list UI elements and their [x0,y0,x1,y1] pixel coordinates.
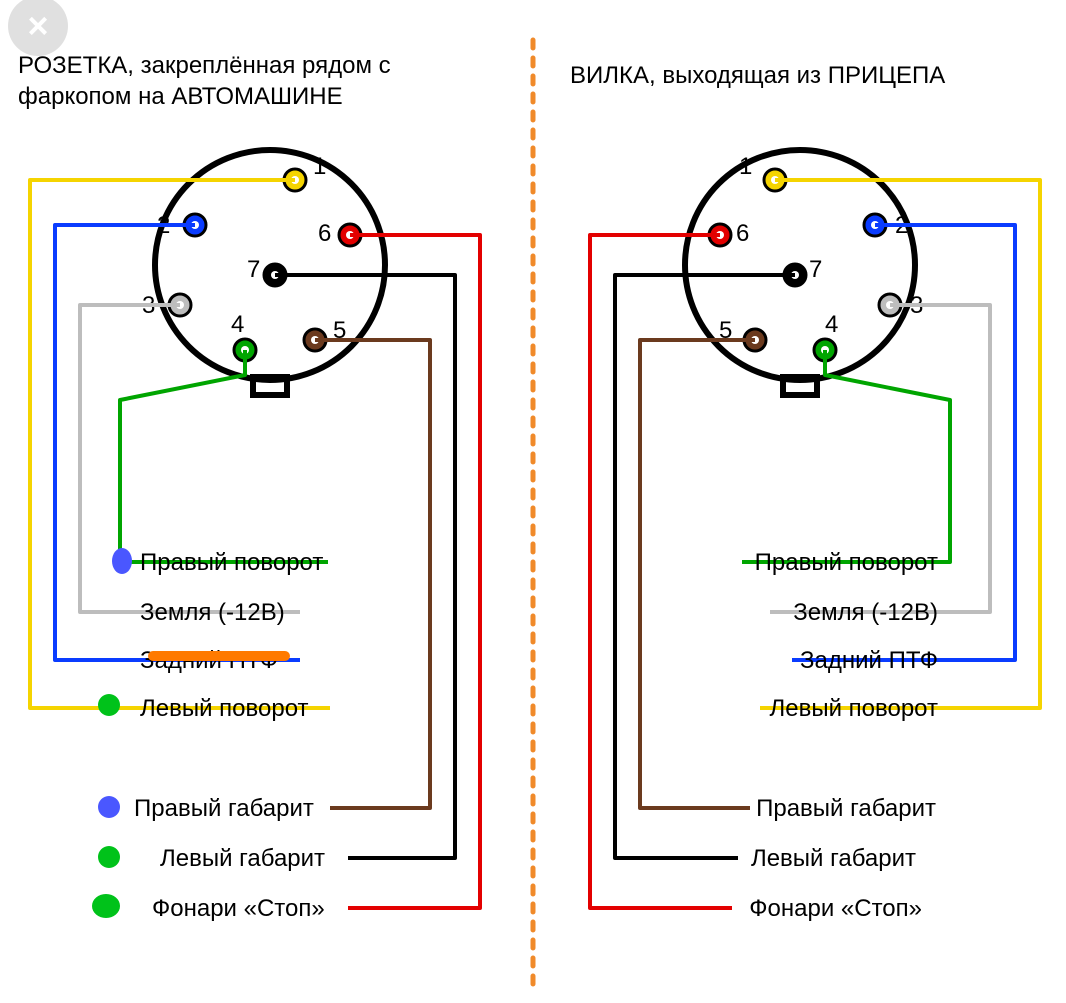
label-1: Земля (-12В) [140,599,285,626]
connector-notch [253,377,287,395]
wire-green [120,350,328,562]
wire-green [742,350,950,562]
label-3: Левый поворот [140,695,309,722]
annotation-blob [112,548,132,574]
annotation-blob [98,846,120,868]
annotation-blob [98,694,120,716]
wire-blue [55,225,300,660]
annotation-blob [98,796,120,818]
pin-4-number: 4 [231,311,244,338]
title-plug: ВИЛКА, выходящая из ПРИЦЕПА [570,60,1040,91]
wire-brown [315,340,430,808]
label-5: Левый габарит [751,845,916,872]
wire-brown [640,340,755,808]
pin-4-number: 4 [825,311,838,338]
label-4: Правый габарит [134,795,314,822]
label-6: Фонари «Стоп» [152,895,325,922]
wiring-diagram: 1234567Правый поворотЗемля (-12В)Задний … [0,0,1066,1003]
pin-6-number: 6 [318,220,331,247]
label-4: Правый габарит [756,795,936,822]
pin-1-number: 1 [739,153,752,180]
label-6: Фонари «Стоп» [749,895,922,922]
connector-notch [783,377,817,395]
label-3: Левый поворот [769,695,938,722]
pin-7-number: 7 [247,256,260,283]
label-0: Правый поворот [755,549,938,576]
pin-1-number: 1 [313,153,326,180]
pin-6-number: 6 [736,220,749,247]
title-socket: РОЗЕТКА, закреплённая рядом с фаркопом н… [18,50,498,112]
annotation-blob [92,894,120,918]
pin-7-number: 7 [809,256,822,283]
wire-yellow [30,180,330,708]
annotation-strikethrough [148,651,290,661]
label-1: Земля (-12В) [793,599,938,626]
label-0: Правый поворот [140,549,323,576]
label-5: Левый габарит [160,845,325,872]
label-2: Задний ПТФ [800,647,938,674]
wire-yellow [760,180,1040,708]
wire-blue [792,225,1015,660]
